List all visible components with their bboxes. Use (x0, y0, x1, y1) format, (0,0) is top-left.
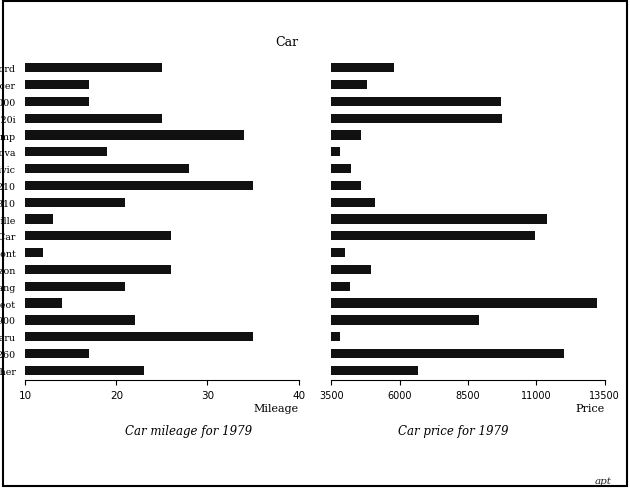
Bar (236, 265, 370, 275)
Bar (0, 349, 89, 358)
Bar (236, 349, 564, 358)
Bar (0, 248, 43, 258)
Bar (236, 248, 345, 258)
Bar (236, 81, 367, 90)
Bar (236, 299, 597, 308)
Bar (236, 198, 375, 207)
Text: Car price for 1979: Car price for 1979 (398, 425, 509, 437)
Bar (236, 232, 535, 241)
Bar (0, 131, 244, 141)
Bar (0, 332, 253, 342)
Text: Car mileage for 1979: Car mileage for 1979 (125, 425, 253, 437)
Bar (0, 148, 107, 157)
Bar (236, 215, 547, 224)
Bar (0, 366, 144, 375)
Bar (236, 182, 361, 191)
Bar (0, 64, 162, 73)
X-axis label: Price: Price (576, 403, 605, 413)
Bar (0, 316, 135, 325)
Bar (0, 215, 52, 224)
Bar (0, 182, 253, 191)
Bar (236, 131, 362, 141)
Bar (0, 282, 125, 291)
Bar (236, 148, 340, 157)
Bar (236, 366, 418, 375)
Bar (0, 265, 171, 275)
Text: Car: Car (275, 36, 299, 49)
Bar (236, 282, 350, 291)
Bar (236, 332, 340, 342)
Bar (0, 232, 171, 241)
Bar (0, 299, 62, 308)
Bar (0, 98, 89, 107)
Bar (0, 198, 125, 207)
Bar (0, 114, 162, 123)
Text: apt: apt (594, 476, 611, 485)
X-axis label: Mileage: Mileage (253, 403, 299, 413)
Bar (236, 164, 350, 174)
Bar (236, 114, 502, 123)
Bar (236, 316, 479, 325)
Bar (236, 64, 394, 73)
Bar (0, 81, 89, 90)
Bar (0, 164, 189, 174)
Bar (236, 98, 501, 107)
